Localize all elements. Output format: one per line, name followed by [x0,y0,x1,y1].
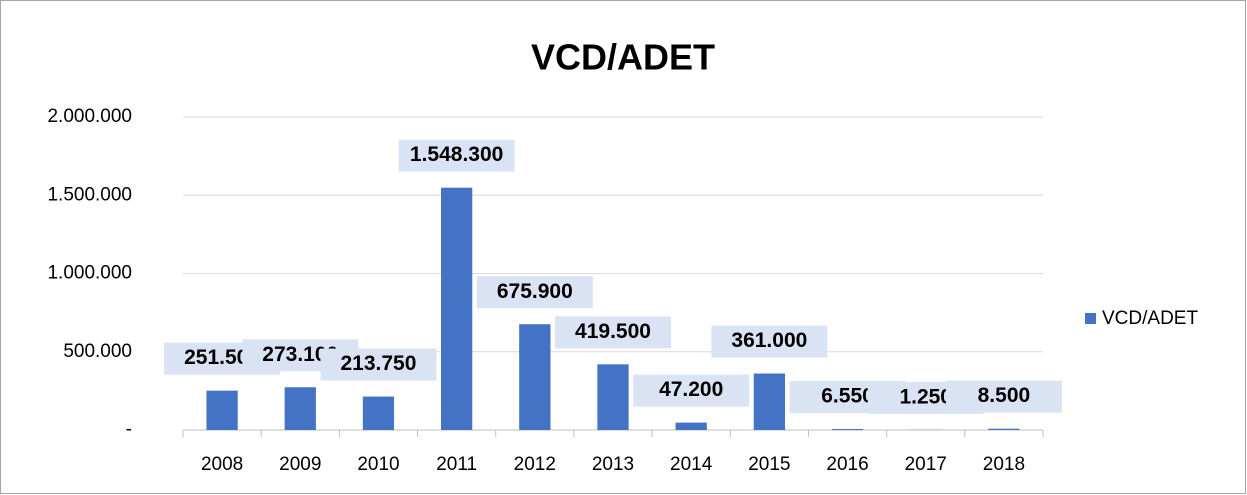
data-label: 213.750 [340,352,416,375]
y-tick-label: 1.500.000 [47,184,132,205]
bar [831,428,864,430]
x-tick-label: 2013 [592,454,634,475]
data-label: 273.100 [262,343,338,366]
data-label: 1.250 [899,385,952,408]
data-label: 47.200 [659,378,723,401]
bar [519,324,551,430]
data-label: 6.550 [821,385,874,408]
bar [597,364,629,430]
bar [988,428,1020,430]
data-label: 361.000 [731,329,807,352]
x-tick-label: 2012 [514,454,556,475]
bar [753,373,785,430]
bar [441,187,473,430]
data-label: 419.500 [575,320,651,343]
x-tick-label: 2018 [983,454,1025,475]
bar [206,390,238,430]
data-label: 8.500 [978,384,1031,407]
data-label-box [476,276,593,309]
bar [284,387,316,430]
legend-label: VCD/ADET [1102,308,1198,329]
y-tick-label: 2.000.000 [47,106,132,127]
y-tick-label: 1.000.000 [47,263,132,284]
bar [675,422,707,430]
x-tick-label: 2017 [905,454,947,475]
data-label-box [633,374,750,407]
data-label-box [398,139,515,172]
bar [362,396,395,430]
x-tick-label: 2015 [748,454,790,475]
data-label: 1.548.300 [410,143,503,166]
data-label-box [320,348,437,381]
data-label-box [711,325,828,358]
x-tick-label: 2011 [436,454,477,475]
data-label: 675.900 [497,280,573,303]
chart-title: VCD/ADET [531,37,715,78]
x-tick-label: 2016 [826,454,868,475]
x-tick-label: 2009 [279,454,321,475]
y-tick-label: - [126,419,132,440]
x-tick-label: 2014 [670,454,713,475]
x-tick-label: 2008 [201,454,243,475]
data-label: 251.500 [184,346,260,369]
legend-swatch [1085,313,1096,324]
data-label-box [945,380,1062,413]
x-tick-label: 2010 [357,454,399,475]
y-tick-label: 500.000 [63,341,132,362]
data-label-box [555,316,671,349]
